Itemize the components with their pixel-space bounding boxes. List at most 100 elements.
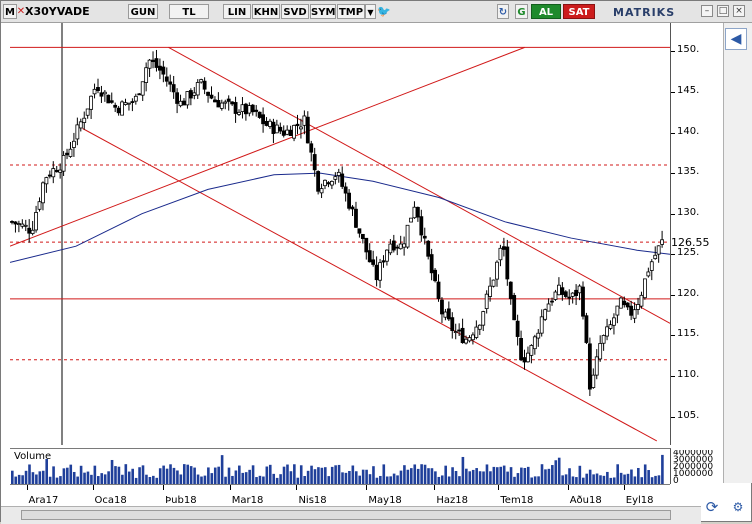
volume-bar <box>416 468 420 484</box>
volume-bar <box>296 477 300 484</box>
volume-bar <box>495 467 499 484</box>
volume-bar <box>399 470 403 484</box>
volume-bar <box>224 476 227 484</box>
volume-bar <box>262 476 265 484</box>
volume-bar <box>595 473 599 484</box>
scroll-thumb[interactable] <box>21 510 671 520</box>
svd-button[interactable]: SVD <box>281 4 309 19</box>
price-tick-label: 130. <box>677 206 700 218</box>
scale-button[interactable]: LIN <box>223 4 251 19</box>
back-arrow-icon[interactable]: ◀ <box>725 28 747 50</box>
volume-bar <box>138 467 141 484</box>
candle-body <box>271 121 276 134</box>
candle-body <box>319 188 324 194</box>
refresh-cycle-icon[interactable]: ⟳ <box>705 498 719 516</box>
candle-body <box>281 130 286 136</box>
volume-bar <box>124 464 128 484</box>
volume-bar <box>306 470 310 484</box>
volume-bar <box>647 470 650 484</box>
candle-body <box>34 212 38 231</box>
date-tick-mark <box>92 485 94 490</box>
candle-body <box>302 115 307 126</box>
candle-body <box>405 224 410 248</box>
maximize-button[interactable]: □ <box>717 5 729 17</box>
volume-bar <box>21 475 24 484</box>
candle-body <box>295 123 300 127</box>
candle-body <box>278 126 283 132</box>
volume-bar <box>155 477 159 484</box>
volume-bar <box>186 464 190 484</box>
price-tick-label: 150. <box>677 44 700 56</box>
volume-bar <box>661 454 664 484</box>
price-tick-label: 105. <box>677 409 700 421</box>
symbol-label[interactable]: X30YVADE <box>25 5 90 18</box>
volume-bar <box>506 471 509 484</box>
candle-body <box>89 95 94 110</box>
price-tick-mark <box>671 294 675 296</box>
candle-body <box>23 224 28 227</box>
date-tick-label: Oca18 <box>94 495 127 506</box>
volume-bar <box>520 467 523 484</box>
volume-bar <box>537 476 540 484</box>
volume-bar <box>513 476 516 484</box>
volume-bar <box>403 465 406 484</box>
candle-body <box>536 332 541 339</box>
close-button[interactable]: × <box>733 5 745 17</box>
candle-body <box>158 65 162 71</box>
volume-bar <box>35 474 38 484</box>
volume-bar <box>272 473 276 484</box>
currency-button[interactable]: TL <box>169 4 209 19</box>
candle-body <box>374 264 379 281</box>
volume-bar <box>217 466 220 484</box>
buy-button[interactable]: AL <box>531 4 561 19</box>
candle-body <box>522 357 527 363</box>
khn-button[interactable]: KHN <box>252 4 280 19</box>
volume-bar <box>606 471 609 484</box>
volume-bar <box>121 474 124 484</box>
refresh-icon[interactable]: ↻ <box>497 4 509 19</box>
date-tick-label: May18 <box>368 495 402 506</box>
g-button[interactable]: G <box>515 4 528 19</box>
volume-bar <box>196 474 200 484</box>
date-tick-mark <box>229 485 231 490</box>
sell-button[interactable]: SAT <box>563 4 595 19</box>
volume-bar <box>213 467 217 484</box>
date-tick-mark <box>366 485 368 490</box>
candle-body <box>288 129 293 136</box>
candle-body <box>326 182 331 185</box>
twitter-icon[interactable]: 🐦 <box>377 5 391 18</box>
close-symbol-icon[interactable]: ✕ <box>16 6 26 17</box>
template-dropdown-icon[interactable]: ▼ <box>365 4 376 19</box>
candle-body <box>467 337 472 342</box>
volume-bar <box>592 474 595 484</box>
volume-bar <box>585 473 589 484</box>
date-tick-label: Nis18 <box>298 495 327 506</box>
candle-body <box>243 103 248 115</box>
volume-bar <box>337 464 341 484</box>
price-chart[interactable] <box>10 23 671 445</box>
candle-body <box>608 324 613 329</box>
candle-body <box>223 101 228 104</box>
candle-body <box>629 305 634 316</box>
candle-body <box>364 237 369 253</box>
volume-bar <box>434 471 437 484</box>
period-button[interactable]: GUN <box>128 4 158 19</box>
horizontal-scrollbar[interactable] <box>1 506 701 524</box>
candle-body <box>323 179 327 187</box>
vertical-scrollbar[interactable] <box>723 23 752 483</box>
sym-button[interactable]: SYM <box>310 4 336 19</box>
candle-body <box>567 296 572 299</box>
trendline <box>82 128 658 442</box>
candle-body <box>433 269 437 282</box>
volume-bar <box>248 469 251 484</box>
volume-bar <box>564 474 568 484</box>
template-button[interactable]: TMP <box>337 4 365 19</box>
candle-body <box>61 154 66 172</box>
volume-bar <box>28 464 31 484</box>
minimize-button[interactable]: – <box>701 5 713 17</box>
menu-button[interactable]: M <box>3 4 17 19</box>
volume-axis: 4000000 3000000 2000000 1000000 0 <box>673 450 721 484</box>
volume-bar <box>24 470 28 484</box>
volume-bar <box>461 456 465 484</box>
settings-icon[interactable]: ⚙ <box>732 500 744 514</box>
